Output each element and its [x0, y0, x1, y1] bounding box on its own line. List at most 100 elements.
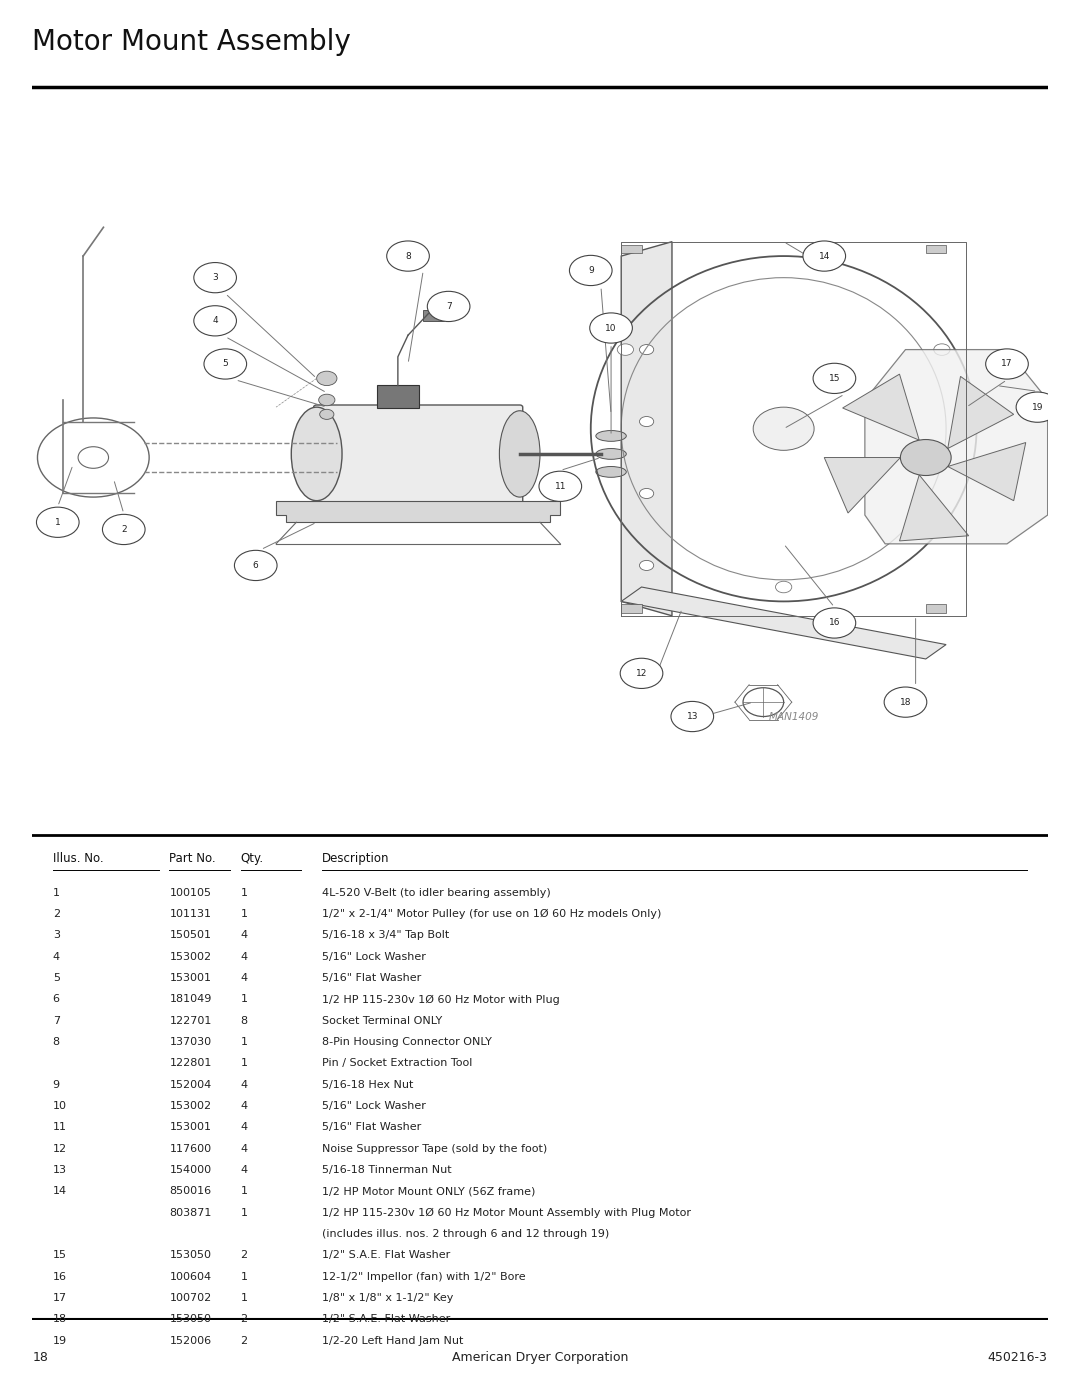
FancyBboxPatch shape	[377, 384, 419, 408]
Text: 13: 13	[687, 712, 698, 721]
Text: 1: 1	[53, 887, 59, 898]
Circle shape	[885, 687, 927, 717]
Text: 4: 4	[241, 1165, 247, 1175]
Text: 5/16-18 Tinnerman Nut: 5/16-18 Tinnerman Nut	[322, 1165, 451, 1175]
Ellipse shape	[596, 467, 626, 478]
Text: 122701: 122701	[170, 1016, 212, 1025]
Text: Qty.: Qty.	[241, 852, 264, 865]
Text: 5/16" Lock Washer: 5/16" Lock Washer	[322, 1101, 426, 1111]
Text: 4: 4	[241, 930, 247, 940]
Text: 153001: 153001	[170, 974, 212, 983]
Text: 2: 2	[241, 1250, 247, 1260]
Text: 850016: 850016	[170, 1186, 212, 1196]
Text: 2: 2	[241, 1336, 247, 1345]
Text: 6: 6	[253, 562, 258, 570]
Text: 6: 6	[53, 995, 59, 1004]
Text: 4: 4	[241, 1144, 247, 1154]
Text: 5/16-18 Hex Nut: 5/16-18 Hex Nut	[322, 1080, 414, 1090]
Circle shape	[539, 471, 582, 502]
Text: 5/16-18 x 3/4" Tap Bolt: 5/16-18 x 3/4" Tap Bolt	[322, 930, 449, 940]
Text: 17: 17	[53, 1292, 67, 1303]
Text: 154000: 154000	[170, 1165, 212, 1175]
Text: 4: 4	[213, 316, 218, 326]
Text: 4: 4	[241, 974, 247, 983]
Ellipse shape	[596, 448, 626, 460]
Text: MAN1409: MAN1409	[769, 711, 819, 721]
Text: 150501: 150501	[170, 930, 212, 940]
Circle shape	[639, 416, 653, 426]
Text: 1: 1	[55, 518, 60, 527]
Text: Pin / Socket Extraction Tool: Pin / Socket Extraction Tool	[322, 1059, 472, 1069]
Ellipse shape	[499, 411, 540, 497]
Text: 18: 18	[32, 1351, 49, 1365]
Text: Socket Terminal ONLY: Socket Terminal ONLY	[322, 1016, 442, 1025]
Circle shape	[37, 507, 79, 538]
Text: Noise Suppressor Tape (sold by the foot): Noise Suppressor Tape (sold by the foot)	[322, 1144, 546, 1154]
Circle shape	[639, 489, 653, 499]
Polygon shape	[948, 376, 1014, 448]
Text: 19: 19	[53, 1336, 67, 1345]
Text: 10: 10	[53, 1101, 67, 1111]
Ellipse shape	[596, 430, 626, 441]
Text: 101131: 101131	[170, 909, 212, 919]
Text: 15: 15	[53, 1250, 67, 1260]
Circle shape	[753, 407, 814, 450]
Text: 1: 1	[241, 1271, 247, 1281]
Text: 1/2" S.A.E. Flat Washer: 1/2" S.A.E. Flat Washer	[322, 1250, 450, 1260]
Text: 117600: 117600	[170, 1144, 212, 1154]
Text: 12: 12	[636, 669, 647, 678]
Text: 4: 4	[241, 1101, 247, 1111]
Circle shape	[1016, 393, 1058, 422]
Circle shape	[204, 349, 246, 379]
Text: 18: 18	[53, 1315, 67, 1324]
Polygon shape	[276, 500, 561, 522]
Polygon shape	[824, 458, 901, 513]
Circle shape	[193, 306, 237, 335]
Text: 450216-3: 450216-3	[988, 1351, 1048, 1365]
Text: 1/2" x 2-1/4" Motor Pulley (for use on 1Ø 60 Hz models Only): 1/2" x 2-1/4" Motor Pulley (for use on 1…	[322, 909, 661, 919]
Text: 15: 15	[828, 374, 840, 383]
Text: 7: 7	[446, 302, 451, 312]
Polygon shape	[948, 443, 1026, 500]
Text: 153001: 153001	[170, 1122, 212, 1133]
FancyBboxPatch shape	[926, 605, 946, 613]
FancyBboxPatch shape	[621, 605, 642, 613]
Text: 5/16" Flat Washer: 5/16" Flat Washer	[322, 974, 421, 983]
Text: 4: 4	[241, 1080, 247, 1090]
Text: 1: 1	[241, 887, 247, 898]
Text: 12: 12	[53, 1144, 67, 1154]
Text: 1: 1	[241, 1207, 247, 1218]
Text: 8: 8	[405, 251, 410, 261]
Text: 181049: 181049	[170, 995, 212, 1004]
Text: 14: 14	[819, 251, 829, 261]
Text: 4: 4	[241, 951, 247, 961]
Text: 18: 18	[900, 697, 912, 707]
Circle shape	[620, 658, 663, 689]
Text: 8: 8	[241, 1016, 247, 1025]
Text: 1: 1	[241, 995, 247, 1004]
Text: 11: 11	[554, 482, 566, 490]
Text: 4L-520 V-Belt (to idler bearing assembly): 4L-520 V-Belt (to idler bearing assembly…	[322, 887, 551, 898]
Polygon shape	[900, 475, 969, 541]
Circle shape	[320, 409, 334, 419]
Text: 5: 5	[53, 974, 59, 983]
Circle shape	[813, 608, 855, 638]
FancyBboxPatch shape	[423, 310, 444, 321]
Circle shape	[802, 240, 846, 271]
Circle shape	[639, 560, 653, 570]
Text: 152004: 152004	[170, 1080, 212, 1090]
Circle shape	[316, 372, 337, 386]
Circle shape	[901, 440, 951, 475]
Text: 16: 16	[828, 619, 840, 627]
Polygon shape	[842, 374, 919, 440]
Polygon shape	[865, 349, 1048, 543]
Text: 14: 14	[53, 1186, 67, 1196]
Text: (includes illus. nos. 2 through 6 and 12 through 19): (includes illus. nos. 2 through 6 and 12…	[322, 1229, 609, 1239]
Circle shape	[986, 349, 1028, 379]
Text: 2: 2	[53, 909, 59, 919]
FancyBboxPatch shape	[621, 244, 642, 253]
Text: 3: 3	[213, 274, 218, 282]
Circle shape	[813, 363, 855, 394]
Polygon shape	[621, 587, 946, 659]
Text: 1/2 HP 115-230v 1Ø 60 Hz Motor Mount Assembly with Plug Motor: 1/2 HP 115-230v 1Ø 60 Hz Motor Mount Ass…	[322, 1207, 691, 1218]
